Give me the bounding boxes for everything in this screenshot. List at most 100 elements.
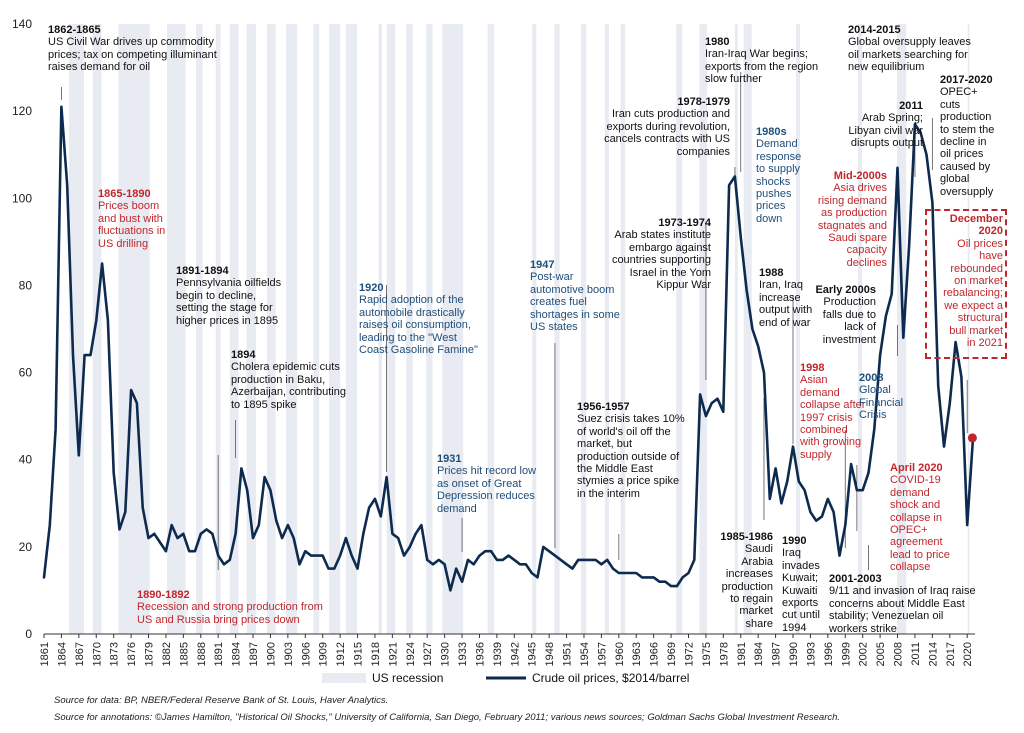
source-annotations: Source for annotations: ©James Hamilton,… xyxy=(54,712,841,723)
x-tick-label: 1882 xyxy=(161,642,173,666)
x-tick-label: 1864 xyxy=(56,642,68,666)
annotation-year: 1931 xyxy=(437,453,462,465)
recession-band xyxy=(92,24,102,634)
annotation-year: 1985-1986 xyxy=(720,531,773,543)
x-tick-label: 1870 xyxy=(91,642,103,666)
legend-recession-label: US recession xyxy=(372,671,444,685)
x-tick-label: 1978 xyxy=(718,642,730,666)
source-data: Source for data: BP, NBER/Federal Reserv… xyxy=(54,695,389,706)
recession-band xyxy=(68,24,85,634)
x-tick-label: 1894 xyxy=(231,642,243,666)
recession-band xyxy=(734,24,738,634)
annotation-text: Cholera epidemic cuts production in Baku… xyxy=(231,361,346,411)
y-tick-label: 40 xyxy=(19,453,33,467)
x-tick-label: 1906 xyxy=(300,642,312,666)
recession-band xyxy=(795,24,800,634)
annotation-saudi: 1985-1986 Saudi Arabia increases producti… xyxy=(720,531,773,630)
annotation-text: Iran, Iraq increase output with end of w… xyxy=(759,279,813,329)
x-tick-label: 1921 xyxy=(387,642,399,666)
annotation-year: 1988 xyxy=(759,267,784,279)
x-tick-label: 1945 xyxy=(527,642,539,666)
x-tick-label: 1951 xyxy=(562,642,574,666)
price-line-group xyxy=(42,105,977,592)
annotation-text: Iraq invades Kuwait; Kuwaiti exports cut… xyxy=(782,547,820,634)
annotation-text: 9/11 and invasion of Iraq raise concerns… xyxy=(829,585,976,635)
annotation-text: Arab Spring; Libyan civil war disrupts o… xyxy=(848,112,923,150)
recession-band xyxy=(967,24,970,634)
recession-band xyxy=(329,24,341,634)
recession-band xyxy=(442,24,464,634)
recession-band xyxy=(699,24,708,634)
x-tick-label: 1984 xyxy=(753,642,765,666)
legend-price-label: Crude oil prices, $2014/barrel xyxy=(532,671,690,685)
x-tick-label: 1933 xyxy=(457,642,469,666)
x-tick-label: 1972 xyxy=(683,642,695,666)
annotation-demand-1980s: 1980s Demand response to supply shocks pu… xyxy=(756,126,801,225)
recession-band xyxy=(896,24,907,634)
annotation-leaders xyxy=(61,72,968,570)
x-tick-label: 2005 xyxy=(875,642,887,666)
x-tick-label: 1891 xyxy=(213,642,225,666)
annotation-text: Post-war automotive boom creates fuel sh… xyxy=(530,271,620,334)
x-tick-label: 1948 xyxy=(544,642,556,666)
recession-band xyxy=(532,24,537,634)
annotation-text: Asian demand collapse after 1997 crisis … xyxy=(800,374,866,461)
x-tick-label: 1939 xyxy=(492,642,504,666)
annotation-911: 2001-2003 9/11 and invasion of Iraq raise… xyxy=(829,573,976,635)
x-tick-label: 1987 xyxy=(771,642,783,666)
annotation-text: Iran-Iraq War begins; exports from the r… xyxy=(705,48,819,86)
annotation-year: Mid-2000s xyxy=(833,170,887,182)
recession-band xyxy=(604,24,609,634)
december-2020-marker xyxy=(967,433,977,443)
y-tick-label: 120 xyxy=(12,104,32,118)
y-tick-label: 0 xyxy=(25,627,32,641)
annotation-year: 1865-1890 xyxy=(98,188,151,200)
annotation-year: 2014-2015 xyxy=(848,24,901,36)
x-tick-label: 1903 xyxy=(283,642,295,666)
annotation-text: Asia drives rising demand as production … xyxy=(817,182,887,269)
annotation-year: 1920 xyxy=(359,282,384,294)
x-tick-label: 1936 xyxy=(474,642,486,666)
y-tick-label: 100 xyxy=(12,191,32,205)
x-tick-label: 1915 xyxy=(353,642,365,666)
x-tick-label: 1900 xyxy=(265,642,277,666)
x-tick-label: 2002 xyxy=(858,642,870,666)
x-tick-label: 1888 xyxy=(196,642,208,666)
annotation-year: 2001-2003 xyxy=(829,573,882,585)
annotation-year: 1998 xyxy=(800,362,825,374)
recession-band xyxy=(196,24,203,634)
annotation-year: 1980s xyxy=(756,126,787,138)
x-tick-label: 1924 xyxy=(405,642,417,666)
annotation-year: 1947 xyxy=(530,259,555,271)
x-tick-label: 1861 xyxy=(39,642,51,666)
annotation-year: Early 2000s xyxy=(815,284,876,296)
recession-band xyxy=(426,24,433,634)
x-tick-label: 2020 xyxy=(962,642,974,666)
x-tick-label: 1954 xyxy=(579,642,591,666)
annotation-text: Global oversupply leaves oil markets sea… xyxy=(848,36,971,74)
legend-swatches xyxy=(322,673,526,683)
annotation-iran-revolution: 1978-1979 Iran cuts production and export… xyxy=(604,96,730,158)
annotation-year: 1890-1892 xyxy=(137,589,190,601)
annotation-text: Demand response to supply shocks pushes … xyxy=(756,138,802,225)
x-tick-label: 1996 xyxy=(823,642,835,666)
x-tick-label: 2011 xyxy=(910,642,922,666)
recession-band xyxy=(676,24,683,634)
annotation-text: Saudi Arabia increases production to reg… xyxy=(721,543,773,630)
annotation-embargo: 1973-1974 Arab states institute embargo a… xyxy=(612,217,711,291)
annotation-text: Iran cuts production and exports during … xyxy=(604,108,730,158)
annotation-cholera: 1894 Cholera epidemic cuts production in … xyxy=(231,349,346,411)
recession-band xyxy=(620,24,626,634)
x-tick-label: 1990 xyxy=(788,642,800,666)
recession-band xyxy=(229,24,239,634)
x-tick-label: 1867 xyxy=(74,642,86,666)
annotation-year: 1891-1894 xyxy=(176,265,229,277)
annotation-year: 1973-1974 xyxy=(658,217,711,229)
annotation-pennsylvania: 1891-1894 Pennsylvania oilfields begin to… xyxy=(176,265,281,327)
annotation-year: 1894 xyxy=(231,349,256,361)
annotation-text: Production falls due to lack of investme… xyxy=(822,296,876,346)
annotation-text: US Civil War drives up commodity prices;… xyxy=(48,36,217,74)
annotation-covid: April 2020 COVID-19 demand shock and coll… xyxy=(890,462,950,574)
x-tick-label: 1912 xyxy=(335,642,347,666)
x-tick-label: 1966 xyxy=(649,642,661,666)
